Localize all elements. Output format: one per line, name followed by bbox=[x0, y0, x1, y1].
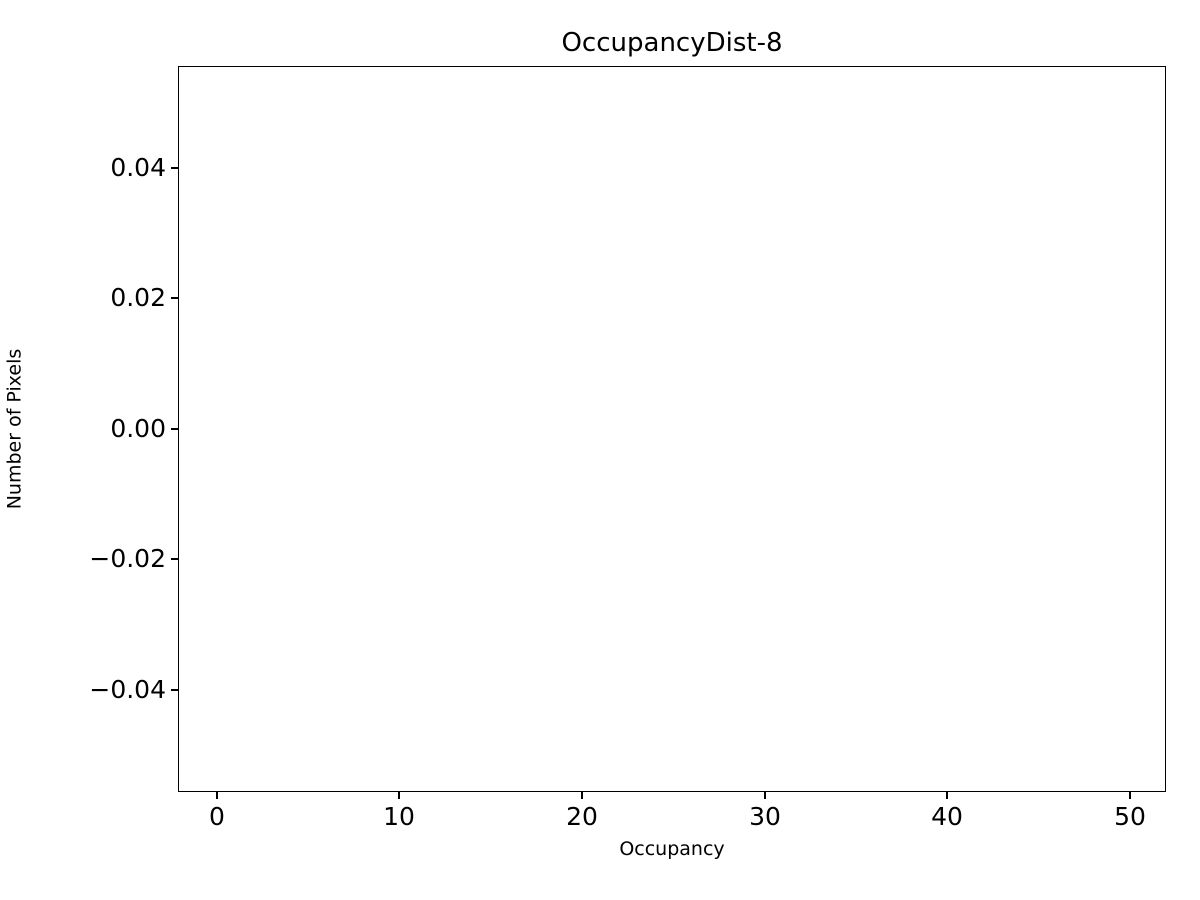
page-title: OccupancyDist-8 bbox=[561, 28, 783, 58]
x-tick-mark bbox=[216, 792, 218, 799]
x-tick-label: 40 bbox=[931, 802, 963, 831]
plot-data-area bbox=[179, 67, 1165, 791]
y-tick-mark bbox=[171, 297, 178, 299]
x-tick-mark bbox=[764, 792, 766, 799]
y-tick-label: 0.04 bbox=[110, 153, 166, 182]
x-axis-label: Occupancy bbox=[619, 838, 725, 860]
x-tick-mark bbox=[1129, 792, 1131, 799]
y-tick-mark bbox=[171, 558, 178, 560]
y-tick-label: −0.04 bbox=[89, 675, 166, 704]
y-tick-mark bbox=[171, 689, 178, 691]
x-tick-mark bbox=[581, 792, 583, 799]
x-tick-label: 20 bbox=[566, 802, 598, 831]
y-tick-label: 0.00 bbox=[110, 414, 166, 443]
y-axis-label: Number of Pixels bbox=[3, 348, 26, 510]
y-tick-label: 0.02 bbox=[110, 283, 166, 312]
x-tick-label: 10 bbox=[383, 802, 415, 831]
y-axis-label-container: Number of Pixels bbox=[0, 66, 30, 792]
x-tick-label: 50 bbox=[1114, 802, 1146, 831]
x-tick-label: 30 bbox=[749, 802, 781, 831]
y-tick-mark bbox=[171, 428, 178, 430]
x-tick-mark bbox=[946, 792, 948, 799]
plot-axes-frame bbox=[178, 66, 1166, 792]
x-tick-label: 0 bbox=[209, 802, 225, 831]
y-tick-mark bbox=[171, 167, 178, 169]
y-tick-label: −0.02 bbox=[89, 544, 166, 573]
x-tick-mark bbox=[398, 792, 400, 799]
